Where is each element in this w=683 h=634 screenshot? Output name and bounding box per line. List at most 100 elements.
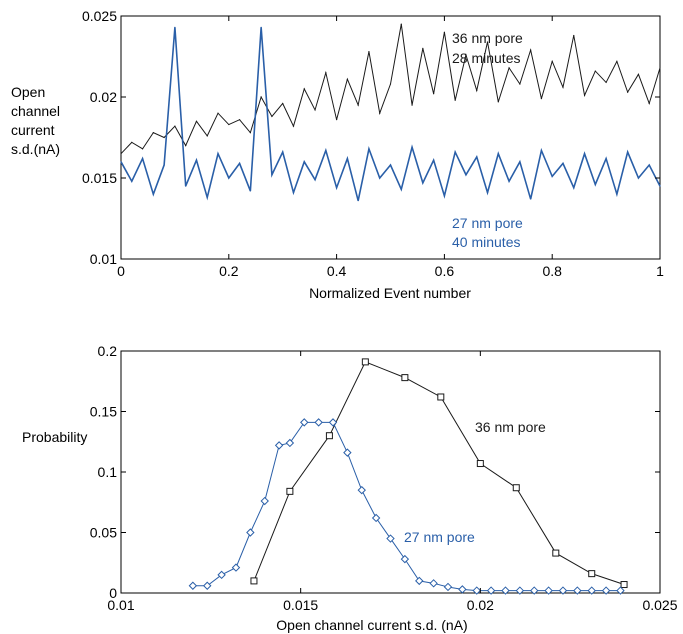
- data-point: [616, 60, 618, 62]
- data-point: [120, 161, 122, 163]
- square-marker: [401, 374, 409, 382]
- top-x-tick-label: 0: [117, 263, 125, 279]
- diamond-marker: [274, 441, 284, 450]
- data-point: [228, 123, 230, 126]
- data-point: [260, 26, 262, 28]
- data-point: [659, 67, 661, 69]
- series-label-27nm-bottom: 27 nm pore: [404, 529, 475, 545]
- top-plot-ticks: 0 0.2 0.4 0.6 0.8 1 0.01 0.015 0.02 0.025: [82, 8, 664, 279]
- data-point: [476, 156, 478, 158]
- series-label-27nm-line-1: 27 nm pore: [452, 215, 523, 231]
- data-point: [206, 135, 208, 137]
- diamond-marker: [260, 496, 269, 506]
- data-point: [497, 153, 499, 155]
- series-line-27nm: [192, 421, 621, 592]
- bottom-x-axis-label: Open channel current s.d. (nA): [276, 617, 467, 633]
- square-marker: [552, 549, 560, 557]
- data-point: [163, 164, 165, 166]
- top-x-axis-label: Normalized Event number: [309, 285, 471, 301]
- square-marker: [620, 581, 628, 589]
- bottom-y-tick-label: 0.05: [90, 525, 117, 541]
- series-label-27nm-line-2: 40 minutes: [452, 234, 520, 250]
- data-point: [336, 187, 338, 189]
- data-point: [616, 193, 618, 195]
- bottom-y-axis-label: Probability: [22, 429, 87, 445]
- data-point: [152, 132, 154, 134]
- square-marker: [588, 570, 596, 578]
- data-point: [433, 93, 435, 95]
- data-point: [314, 179, 316, 181]
- data-point: [195, 120, 198, 122]
- data-point: [249, 190, 251, 192]
- data-point: [131, 180, 133, 182]
- data-point: [583, 94, 586, 96]
- data-point: [443, 195, 445, 197]
- data-point: [303, 161, 305, 163]
- data-point: [540, 149, 543, 152]
- data-point: [368, 148, 370, 150]
- data-point: [476, 89, 478, 92]
- top-y-axis-label-line-2: channel: [11, 103, 60, 119]
- data-point: [530, 198, 532, 200]
- data-point: [508, 180, 510, 182]
- data-point: [325, 72, 327, 74]
- series-label-36nm-bottom: 36 nm pore: [475, 419, 546, 435]
- data-point: [314, 109, 316, 111]
- top-y-tick-label: 0.01: [90, 251, 117, 267]
- data-point: [562, 86, 564, 88]
- series-label-36nm-line-1: 36 nm pore: [452, 30, 523, 46]
- data-point: [379, 112, 381, 114]
- diamond-marker: [314, 418, 323, 427]
- data-point: [228, 177, 230, 179]
- data-point: [346, 157, 348, 160]
- data-point: [551, 175, 553, 177]
- diamond-marker: [486, 586, 496, 595]
- data-point: [206, 196, 208, 199]
- top-x-tick-label: 0.2: [219, 263, 239, 279]
- data-point: [282, 151, 284, 153]
- bottom-y-tick-label: 0.15: [90, 404, 117, 420]
- data-point: [627, 151, 629, 153]
- data-point: [422, 182, 424, 184]
- diamond-marker: [343, 448, 352, 457]
- data-point: [185, 145, 187, 147]
- data-point: [217, 112, 219, 114]
- data-point: [422, 47, 424, 50]
- data-point: [519, 161, 521, 163]
- data-point: [519, 83, 521, 85]
- bottom-plot-ticks: 0.01 0.015 0.02 0.025 0 0.05 0.1 0.15 0.2: [90, 343, 678, 613]
- data-point: [131, 141, 133, 143]
- data-point: [174, 125, 176, 127]
- series-label-36nm-line-2: 28 minutes: [452, 50, 520, 66]
- square-marker: [512, 484, 520, 492]
- diamond-marker: [429, 579, 438, 588]
- event-sd-plot: 0 0.2 0.4 0.6 0.8 1 0.01 0.015 0.02 0.025 Normali…: [11, 8, 664, 301]
- data-point: [303, 88, 305, 90]
- diamond-marker: [371, 513, 381, 523]
- diamond-marker: [415, 576, 424, 586]
- data-point: [648, 164, 650, 166]
- diamond-marker: [188, 581, 198, 590]
- bottom-x-tick-label: 0.015: [283, 597, 318, 613]
- diamond-marker: [386, 534, 395, 543]
- data-point: [562, 162, 564, 165]
- data-point: [583, 153, 586, 155]
- diamond-marker: [300, 418, 309, 427]
- data-point: [238, 162, 241, 165]
- data-point: [594, 70, 596, 72]
- square-marker: [437, 393, 445, 401]
- data-point: [389, 83, 392, 85]
- diamond-marker: [515, 586, 525, 595]
- data-point: [400, 188, 402, 190]
- data-point: [454, 99, 456, 101]
- bottom-plot-series: [188, 358, 628, 595]
- square-marker: [325, 432, 333, 440]
- data-point: [120, 153, 122, 155]
- diamond-marker: [328, 418, 338, 427]
- data-point: [163, 136, 165, 139]
- data-point: [238, 119, 241, 121]
- top-x-tick-label: 1: [656, 263, 664, 279]
- data-point: [217, 153, 219, 155]
- data-point: [551, 60, 553, 62]
- bottom-x-tick-label: 0.025: [642, 597, 677, 613]
